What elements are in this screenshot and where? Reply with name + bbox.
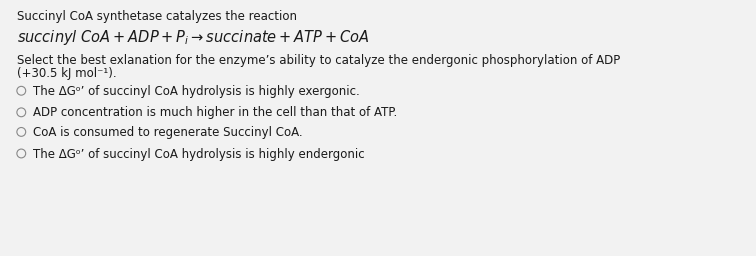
Text: $\it{succinyl\ CoA + ADP + P_i}$$\rightarrow$$\it{succinate + ATP + CoA}$: $\it{succinyl\ CoA + ADP + P_i}$$\righta… — [17, 28, 370, 47]
Text: ADP concentration is much higher in the cell than that of ATP.: ADP concentration is much higher in the … — [33, 106, 398, 120]
Text: CoA is consumed to regenerate Succinyl CoA.: CoA is consumed to regenerate Succinyl C… — [33, 126, 302, 139]
Text: The ΔGᵒ’ of succinyl CoA hydrolysis is highly exergonic.: The ΔGᵒ’ of succinyl CoA hydrolysis is h… — [33, 85, 360, 98]
Text: The ΔGᵒ’ of succinyl CoA hydrolysis is highly endergonic: The ΔGᵒ’ of succinyl CoA hydrolysis is h… — [33, 148, 364, 161]
Text: (+30.5 kJ mol⁻¹).: (+30.5 kJ mol⁻¹). — [17, 67, 117, 80]
Text: Select the best exlanation for the enzyme’s ability to catalyze the endergonic p: Select the best exlanation for the enzym… — [17, 54, 621, 67]
Text: Succinyl CoA synthetase catalyzes the reaction: Succinyl CoA synthetase catalyzes the re… — [17, 10, 297, 23]
